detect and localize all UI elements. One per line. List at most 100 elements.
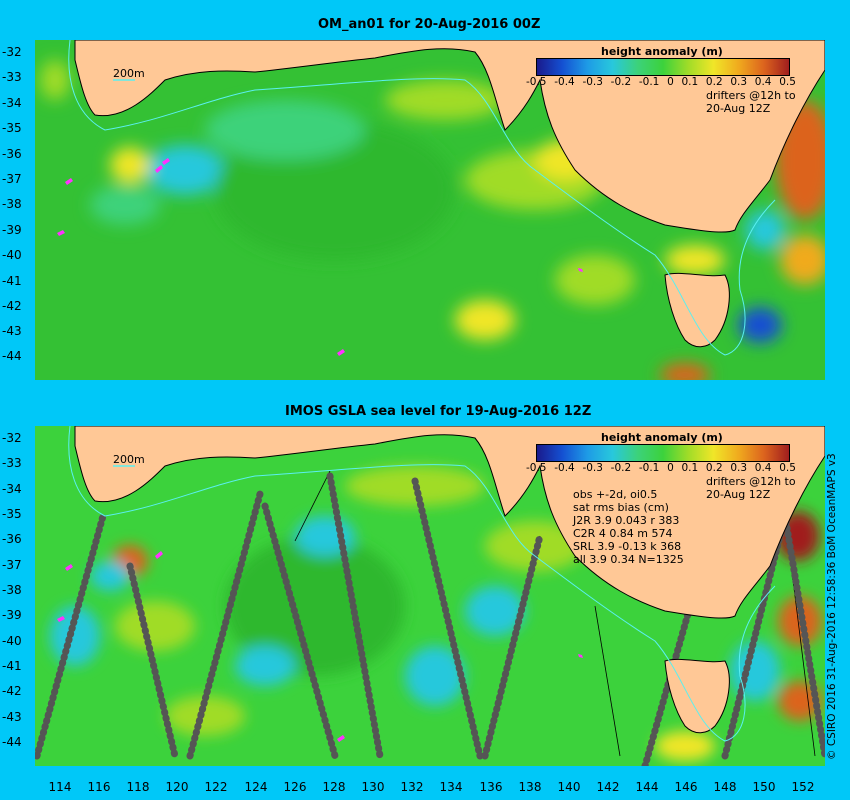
lon-label: 148	[713, 780, 737, 794]
tick: -0.1	[638, 76, 660, 88]
tick: 0.5	[779, 462, 796, 474]
drifters	[57, 158, 583, 356]
lat-label: -34	[2, 482, 22, 496]
tick: -0.4	[554, 76, 575, 88]
lat-label: -32	[2, 45, 22, 59]
lon-label: 116	[87, 780, 111, 794]
bottom-map-svg	[35, 426, 825, 766]
tick: -0.3	[582, 462, 603, 474]
australia-land	[74, 426, 825, 619]
lat-label: -41	[2, 659, 22, 673]
lat-label: -44	[2, 735, 22, 749]
stats-line: C2R 4 0.84 m 574	[573, 527, 673, 540]
lon-label: 114	[48, 780, 72, 794]
bottom-colorbar-title: height anomaly (m)	[601, 431, 723, 444]
lat-label: -38	[2, 583, 22, 597]
tick: 0.4	[754, 76, 772, 88]
australia-land	[74, 40, 825, 233]
lon-label: 126	[283, 780, 307, 794]
bottom-panel-title: IMOS GSLA sea level for 19-Aug-2016 12Z	[285, 404, 592, 419]
isobath-200m	[68, 426, 776, 742]
tick: -0.5	[526, 462, 547, 474]
lon-label: 132	[400, 780, 424, 794]
lon-label: 128	[322, 780, 346, 794]
tick: 0	[667, 76, 674, 88]
bottom-drifters-line1: drifters @12h to	[706, 475, 796, 488]
bottom-colorbar	[536, 444, 790, 462]
top-colorbar-ticks: -0.5 -0.4 -0.3 -0.2 -0.1 0 0.1 0.2 0.3 0…	[526, 76, 796, 88]
tick: 0.1	[681, 76, 699, 88]
lat-label: -40	[2, 634, 22, 648]
top-drifters-line2: 20-Aug 12Z	[706, 102, 771, 115]
lon-label: 152	[791, 780, 815, 794]
drifters	[57, 551, 583, 742]
top-drifters-line1: drifters @12h to	[706, 89, 796, 102]
lat-label: -33	[2, 456, 22, 470]
lat-label: -44	[2, 349, 22, 363]
top-colorbar	[536, 58, 790, 76]
tick: 0.4	[754, 462, 772, 474]
lat-label: -41	[2, 274, 22, 288]
stats-line: all 3.9 0.34 N=1325	[573, 553, 684, 566]
tick: -0.2	[610, 462, 632, 474]
bottom-drifters-line2: 20-Aug 12Z	[706, 488, 771, 501]
lat-label: -37	[2, 558, 22, 572]
top-panel-title: OM_an01 for 20-Aug-2016 00Z	[318, 17, 541, 32]
isobath-200m	[68, 40, 776, 356]
lat-label: -35	[2, 507, 22, 521]
tick: -0.1	[638, 462, 660, 474]
top-isobath-label: 200m	[113, 67, 145, 80]
stats-line: obs +-2d, oi0.5	[573, 488, 658, 501]
anomaly-field	[40, 60, 825, 380]
lat-label: -36	[2, 147, 22, 161]
tasmania-land	[664, 272, 730, 348]
stats-line: J2R 3.9 0.043 r 383	[573, 514, 680, 527]
tick: 0.2	[705, 76, 723, 88]
tick: -0.4	[554, 462, 575, 474]
tick: -0.2	[610, 76, 632, 88]
top-map-panel	[35, 40, 825, 380]
tasmania-land	[664, 658, 730, 734]
lon-label: 142	[596, 780, 620, 794]
tick: 0.3	[730, 462, 748, 474]
bottom-isobath-label: 200m	[113, 453, 145, 466]
lat-label: -43	[2, 710, 22, 724]
lon-label: 138	[518, 780, 542, 794]
lon-label: 118	[126, 780, 150, 794]
lat-label: -42	[2, 299, 22, 313]
lat-label: -34	[2, 96, 22, 110]
tick: 0.2	[705, 462, 723, 474]
lon-label: 136	[479, 780, 503, 794]
track-markers	[35, 472, 825, 766]
bottom-map-panel	[35, 426, 825, 766]
lon-label: 122	[204, 780, 228, 794]
lat-label: -39	[2, 608, 22, 622]
tick: 0.5	[779, 76, 796, 88]
lon-label: 130	[361, 780, 385, 794]
lat-label: -33	[2, 70, 22, 84]
lat-label: -35	[2, 121, 22, 135]
tick: 0.3	[730, 76, 748, 88]
lon-label: 120	[165, 780, 189, 794]
tick: -0.5	[526, 76, 547, 88]
lon-label: 124	[244, 780, 268, 794]
lat-label: -39	[2, 223, 22, 237]
lat-label: -36	[2, 532, 22, 546]
lat-label: -38	[2, 197, 22, 211]
stats-line: sat rms bias (cm)	[573, 501, 669, 514]
tick: 0.1	[681, 462, 699, 474]
lat-label: -37	[2, 172, 22, 186]
lon-label: 134	[439, 780, 463, 794]
lon-label: 140	[557, 780, 581, 794]
lon-label: 150	[752, 780, 776, 794]
top-map-svg	[35, 40, 825, 380]
stats-line: SRL 3.9 -0.13 k 368	[573, 540, 682, 553]
lat-label: -43	[2, 324, 22, 338]
credit-text: © CSIRO 2016 31-Aug-2016 12:58:36 BoM Oc…	[826, 453, 838, 760]
lat-label: -40	[2, 248, 22, 262]
lat-label: -32	[2, 431, 22, 445]
lat-label: -42	[2, 684, 22, 698]
tick: -0.3	[582, 76, 603, 88]
tick: 0	[667, 462, 674, 474]
bottom-colorbar-ticks: -0.5 -0.4 -0.3 -0.2 -0.1 0 0.1 0.2 0.3 0…	[526, 462, 796, 474]
